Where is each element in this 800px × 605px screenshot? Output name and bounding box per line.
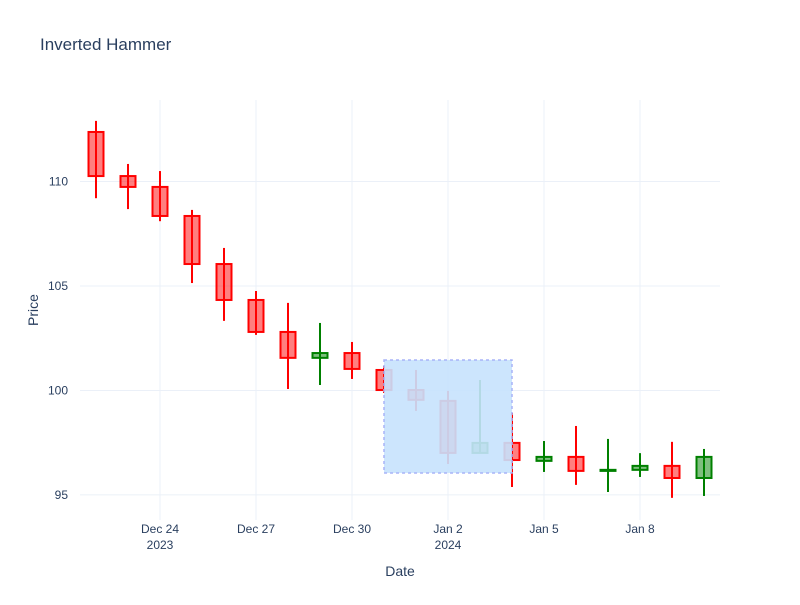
x-tick-label: Jan 8 [625,522,655,536]
candle [119,163,137,210]
candle [535,441,553,472]
candle [183,209,201,284]
x-tick-label: Jan 5 [529,522,559,536]
candle-body [151,185,169,217]
candle [247,290,265,335]
candle-body [311,352,329,359]
candle-body [119,175,137,188]
candle [343,341,361,379]
selection-box [383,359,513,474]
candle [215,247,233,321]
candle [695,448,713,496]
y-tick-label: 110 [49,174,68,188]
candle-body [87,130,105,178]
candle-body [567,455,585,472]
y-tick-label: 105 [48,279,68,293]
x-tick-label: Dec 24 [141,522,179,536]
candle [567,425,585,485]
x-tick-year: 2024 [435,538,462,552]
candle [151,171,169,222]
candle [279,302,297,389]
x-axis-ticks: Dec 24 2023 Dec 27 Dec 30 Jan 2 2024 Jan 5 Jan … [141,522,655,552]
highlight-region [383,359,513,474]
chart-title: Inverted Hammer [40,35,172,54]
candle [631,453,649,477]
x-tick-label: Dec 30 [333,522,371,536]
candle-body [695,455,713,479]
candle [663,441,681,498]
candle-body [599,468,617,472]
candle [87,120,105,199]
candle-body [535,455,553,462]
candle-body [279,330,297,359]
candle [311,322,329,386]
candles[interactable] [87,120,713,498]
y-axis-ticks: 95 100 105 110 [48,174,68,501]
candle [599,438,617,492]
candle-body [631,464,649,471]
x-tick-label: Jan 2 [433,522,463,536]
y-tick-label: 100 [48,383,68,397]
candle-body [343,352,361,370]
y-tick-label: 95 [55,488,69,502]
x-tick-year: 2023 [147,538,174,552]
candle-body [215,263,233,301]
candle-body [183,214,201,266]
y-axis-label: Price [25,294,41,326]
x-tick-label: Dec 27 [237,522,275,536]
candle-body [663,464,681,479]
x-axis-label: Date [385,563,415,579]
candle-body [247,298,265,333]
